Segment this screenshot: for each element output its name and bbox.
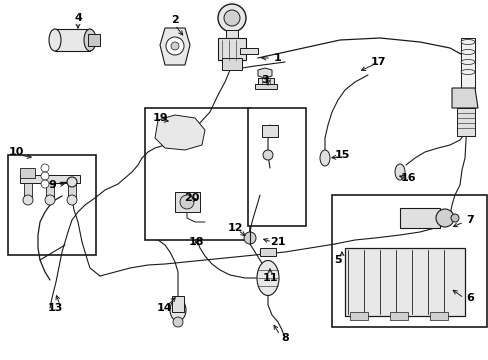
Text: 8: 8 [281, 333, 288, 343]
Bar [331, 195, 486, 327]
Bar [247, 108, 305, 226]
Polygon shape [160, 28, 190, 65]
Circle shape [165, 37, 183, 55]
Bar [218, 38, 245, 60]
Text: 6: 6 [465, 293, 473, 303]
Text: 1: 1 [274, 53, 281, 63]
Text: 19: 19 [152, 113, 167, 123]
Bar [260, 248, 275, 256]
Text: 10: 10 [8, 147, 23, 157]
Text: 16: 16 [399, 173, 415, 183]
Circle shape [171, 42, 179, 50]
Circle shape [173, 317, 183, 327]
Text: 17: 17 [369, 57, 385, 67]
Circle shape [67, 195, 77, 205]
Bar [24, 183, 32, 197]
Bar [456, 108, 474, 136]
Ellipse shape [460, 40, 474, 45]
Circle shape [45, 195, 55, 205]
Bar [460, 38, 474, 88]
Bar [68, 183, 76, 197]
Text: 3: 3 [261, 75, 268, 85]
Bar [172, 296, 183, 312]
Circle shape [41, 180, 49, 188]
Circle shape [41, 164, 49, 172]
Bar [145, 108, 249, 240]
Text: 7: 7 [465, 215, 473, 225]
Polygon shape [155, 115, 204, 150]
Bar [345, 248, 464, 316]
Bar [20, 168, 35, 178]
Bar [55, 29, 90, 51]
Ellipse shape [460, 69, 474, 75]
Bar [399, 208, 439, 228]
Bar [389, 312, 407, 320]
Text: 15: 15 [334, 150, 349, 160]
Bar [225, 30, 238, 38]
Ellipse shape [319, 150, 329, 166]
Bar [222, 58, 242, 70]
Ellipse shape [460, 59, 474, 64]
Bar [254, 84, 276, 89]
Circle shape [41, 172, 49, 180]
Text: 20: 20 [184, 193, 199, 203]
Bar [262, 125, 278, 137]
Circle shape [224, 10, 240, 26]
Ellipse shape [435, 209, 453, 227]
Bar [258, 78, 273, 86]
Ellipse shape [49, 29, 61, 51]
Text: 18: 18 [188, 237, 203, 247]
Bar [429, 312, 447, 320]
Text: 9: 9 [48, 180, 56, 190]
Circle shape [244, 232, 256, 244]
Bar [88, 34, 100, 46]
Bar [349, 312, 367, 320]
Ellipse shape [394, 164, 404, 180]
Ellipse shape [84, 29, 96, 51]
Text: 13: 13 [47, 303, 62, 313]
Circle shape [180, 195, 194, 209]
Bar [240, 48, 258, 54]
Circle shape [263, 150, 272, 160]
Bar [8, 155, 96, 255]
Bar [175, 192, 200, 212]
Polygon shape [451, 88, 477, 108]
Circle shape [23, 195, 33, 205]
Polygon shape [258, 68, 271, 78]
Text: 11: 11 [262, 273, 277, 283]
Text: 5: 5 [333, 255, 341, 265]
Ellipse shape [460, 50, 474, 54]
Circle shape [218, 4, 245, 32]
Text: 14: 14 [157, 303, 172, 313]
Text: 4: 4 [74, 13, 82, 23]
Bar [46, 183, 54, 197]
Text: 2: 2 [171, 15, 179, 25]
Text: 12: 12 [227, 223, 242, 233]
Text: 21: 21 [270, 237, 285, 247]
Ellipse shape [450, 214, 458, 222]
Ellipse shape [257, 261, 279, 296]
Ellipse shape [170, 299, 185, 321]
Circle shape [67, 177, 77, 187]
Bar [20, 175, 80, 183]
